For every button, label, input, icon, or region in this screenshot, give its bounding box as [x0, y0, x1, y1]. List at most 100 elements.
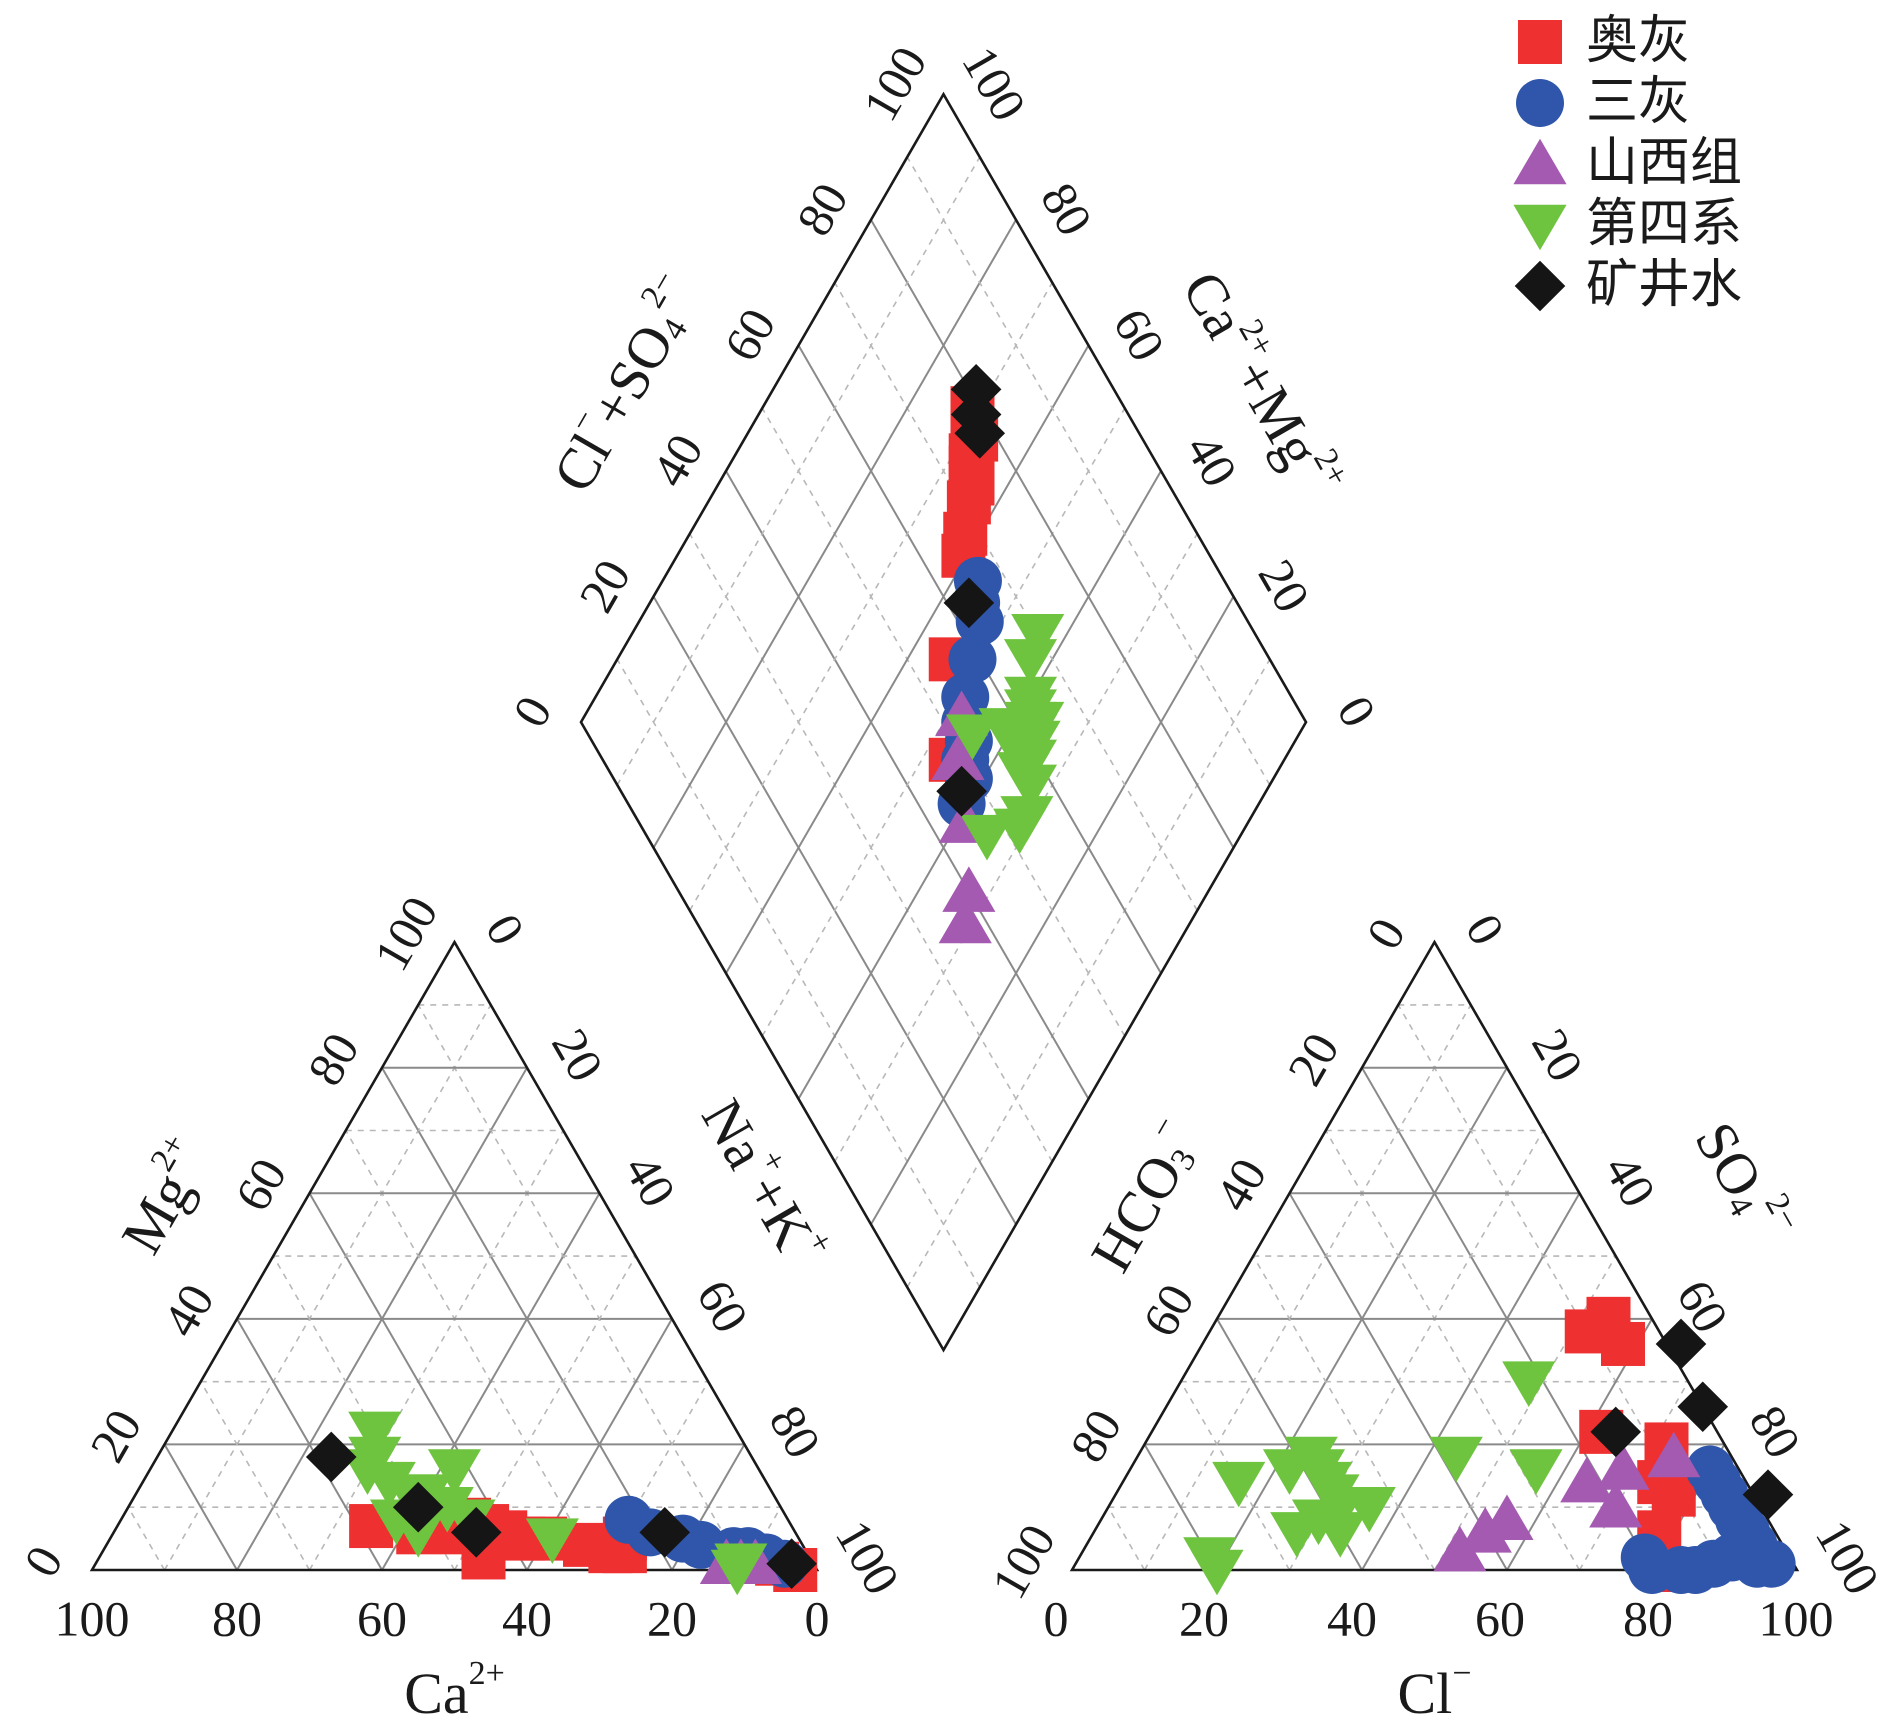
cation-ca-tick: 20	[647, 1590, 697, 1646]
point-anion	[1647, 1431, 1701, 1478]
point-anion	[1601, 1321, 1645, 1366]
point-anion	[1342, 1486, 1396, 1533]
anion-cl-tick: 100	[1759, 1590, 1834, 1646]
diamond-clso4-tick: 80	[785, 173, 858, 244]
point-cation	[348, 1411, 402, 1458]
point-anion	[1590, 1406, 1642, 1458]
grid-line	[652, 219, 1017, 849]
cation-right-title: Na++K+	[689, 1085, 841, 1277]
diamond-clso4-tick: 0	[502, 687, 563, 737]
grid-line	[200, 1381, 311, 1571]
frame-layer	[89, 91, 1800, 1572]
diamond-camg-tick: 0	[1326, 687, 1387, 737]
point-cation	[391, 1512, 445, 1558]
point-diamond	[942, 866, 996, 912]
cation-na-tick: 100	[825, 1511, 911, 1604]
point-anion	[1502, 1361, 1556, 1407]
anion-so4-tick: 20	[1521, 1019, 1594, 1090]
cation-ca-tick: 0	[805, 1590, 830, 1646]
anion-cl-tick: 20	[1179, 1590, 1229, 1646]
point-diamond	[954, 408, 1006, 459]
point-cation	[766, 1538, 817, 1590]
point-diamond	[960, 814, 1014, 861]
cation-ca-tick: 40	[502, 1590, 552, 1646]
anion-bottom-title: Cl−	[1398, 1655, 1472, 1723]
grid-line	[1252, 1255, 1436, 1571]
legend-label: 三灰	[1586, 72, 1690, 132]
point-anion	[1270, 1512, 1324, 1558]
cation-ca-tick: 80	[212, 1590, 262, 1646]
point-diamond	[1003, 639, 1058, 685]
point-diamond	[948, 635, 997, 684]
point-anion	[1747, 1539, 1796, 1588]
cation-na-tick: 20	[541, 1019, 614, 1090]
grid-line	[1143, 1004, 1472, 1571]
cation-mg-tick: 60	[224, 1149, 297, 1220]
anion-hco3-tick: 0	[1355, 909, 1416, 959]
point-cation	[305, 1431, 357, 1483]
grid-line	[345, 1130, 601, 1571]
point-cation	[427, 1449, 482, 1495]
grid-line	[417, 1004, 746, 1571]
anion-so4-tick: 0	[1455, 905, 1516, 955]
point-anion	[1190, 1549, 1244, 1596]
point-anion	[1509, 1449, 1563, 1495]
grid-layer	[127, 156, 1762, 1571]
grid-line	[906, 156, 1271, 786]
legend-label: 奥灰	[1586, 11, 1690, 71]
grid-line	[834, 282, 1198, 911]
diamond-frame	[579, 91, 1308, 1353]
point-anion	[1291, 1499, 1346, 1546]
legend-marker	[1513, 204, 1567, 251]
point-cation	[340, 1449, 395, 1495]
point-cation	[362, 1461, 416, 1508]
point-cation	[710, 1549, 764, 1596]
triangle-frame	[89, 939, 820, 1572]
anion-hco3-tick: 80	[1059, 1400, 1132, 1471]
grid-line	[163, 1004, 492, 1571]
point-anion	[1313, 1512, 1367, 1558]
point-diamond	[936, 765, 987, 817]
point-cation	[639, 1507, 691, 1558]
point-diamond	[1011, 613, 1065, 660]
cation-na-tick: 40	[614, 1145, 687, 1216]
legend-label: 第四系	[1586, 194, 1742, 254]
diamond-clso4-tick: 60	[713, 299, 786, 370]
anion-so4-tick: 80	[1739, 1396, 1812, 1467]
point-anion	[1560, 1456, 1614, 1503]
data-points	[305, 364, 1796, 1596]
cation-mg-tick: 80	[296, 1023, 369, 1094]
cation-na-tick: 60	[686, 1270, 759, 1341]
grid-line	[616, 156, 981, 786]
grid-line	[1433, 1255, 1617, 1571]
cation-na-tick: 0	[475, 905, 536, 955]
anion-cl-tick: 0	[1044, 1590, 1069, 1646]
point-diamond	[931, 734, 985, 781]
point-anion	[1620, 1533, 1669, 1582]
diamond-camg-tick: 20	[1248, 550, 1321, 621]
anion-hco3-tick: 60	[1131, 1274, 1204, 1345]
cation-left-title: Mg2+	[103, 1128, 223, 1265]
point-diamond	[938, 897, 992, 944]
diamond-clso4-tick: 20	[568, 550, 641, 621]
cation-bottom-title: Ca2+	[404, 1655, 505, 1723]
cation-ca-tick: 60	[357, 1590, 407, 1646]
point-cation	[450, 1507, 502, 1558]
point-anion	[1433, 1525, 1487, 1572]
point-anion	[1458, 1507, 1512, 1553]
point-cation	[525, 1518, 579, 1564]
point-diamond	[945, 714, 1000, 760]
grid-line	[1107, 1506, 1146, 1571]
anion-hco3-tick: 40	[1204, 1149, 1277, 1220]
diamond-clso4-tick: 40	[640, 425, 713, 496]
grid-line	[725, 344, 1090, 974]
grid-line	[163, 1443, 238, 1571]
legend-marker	[1513, 138, 1567, 185]
point-diamond	[1003, 764, 1058, 811]
point-diamond	[943, 577, 995, 629]
anion-right-title: SO42−	[1682, 1108, 1807, 1254]
legend-marker	[1516, 79, 1564, 127]
legend-label: 山西组	[1586, 133, 1742, 193]
diamond-camg-tick: 100	[951, 37, 1037, 130]
